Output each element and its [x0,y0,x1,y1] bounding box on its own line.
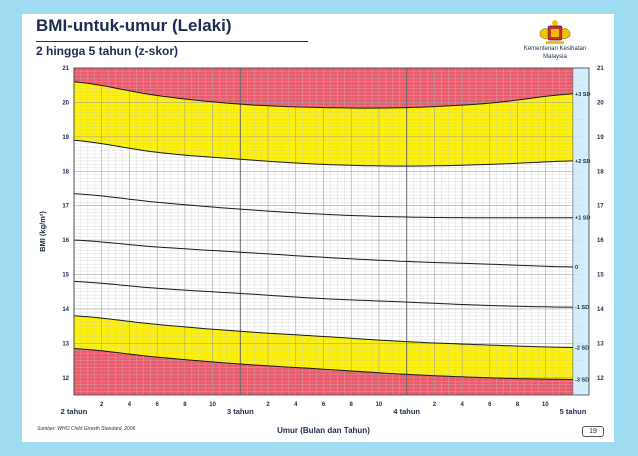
z-score-curve [73,348,574,380]
y-tick-label-left: 19 [62,135,69,141]
x-tick-label-month: 2 [266,402,270,408]
x-tick-label-month: 8 [516,402,520,408]
y-tick-label-left: 14 [62,307,69,313]
z-score-label: +2 SD [575,159,590,165]
x-tick-label-month: 8 [350,402,354,408]
y-tick-label-right: 19 [597,135,604,141]
z-score-label: 0 [575,265,578,271]
z-score-curve [73,239,574,268]
y-tick-label-right: 12 [597,376,604,382]
y-tick-label-right: 18 [597,169,604,175]
z-score-curve [73,193,573,219]
z-score-curve [73,81,574,109]
ministry-name: Kementerian Kesihatan [523,46,587,52]
z-score-curve [73,139,574,167]
z-score-label: -2 SD [575,345,589,351]
y-tick-label-left: 20 [62,100,69,106]
x-tick-label-year: 2 tahun [61,407,88,416]
x-tick-label-month: 10 [376,402,383,408]
x-tick-label-month: 4 [128,402,132,408]
z-score-curve [73,280,574,308]
y-axis-title: BMI (kg/m²) [38,211,47,252]
title-rule [36,41,308,42]
y-tick-label-left: 18 [62,169,69,175]
x-tick-label-month: 6 [488,402,492,408]
page-number: 19 [582,426,604,437]
x-tick-label-year: 5 tahun [560,407,587,416]
y-tick-label-left: 16 [62,238,69,244]
y-tick-label-right: 14 [597,307,604,313]
x-tick-label-month: 2 [433,402,437,408]
y-tick-label-right: 16 [597,238,604,244]
z-score-label: +3 SD [575,92,590,98]
ministry-country: Malaysia [543,54,567,60]
x-axis-title: Umur (Bulan dan Tahun) [277,426,370,435]
z-score-label: -1 SD [575,305,589,311]
y-tick-label-left: 15 [62,273,69,279]
x-tick-label-month: 4 [460,402,464,408]
ministry-crest-icon [539,20,571,44]
y-tick-label-left: 13 [62,341,69,347]
x-tick-label-year: 3 tahun [227,407,254,416]
z-score-label: -3 SD [575,378,589,384]
y-tick-label-right: 17 [597,204,604,210]
chart-subtitle: 2 hingga 5 tahun (z-skor) [36,44,179,58]
chart-title: BMI-untuk-umur (Lelaki) [36,16,232,35]
y-tick-label-left: 12 [62,376,69,382]
z-score-curve [73,315,574,348]
plot-frame [73,67,590,396]
x-tick-label-month: 6 [322,402,326,408]
x-tick-label-month: 6 [155,402,159,408]
x-tick-label-month: 2 [100,402,104,408]
y-tick-label-right: 20 [597,100,604,106]
x-tick-label-month: 4 [294,402,298,408]
x-tick-label-month: 10 [209,402,216,408]
source-note: Sumber: WHO Child Growth Standard, 2006 [37,426,136,432]
y-tick-label-right: 21 [597,66,604,72]
y-tick-label-right: 15 [597,273,604,279]
x-tick-label-year: 4 tahun [393,407,420,416]
x-tick-label-month: 8 [183,402,187,408]
x-tick-label-month: 10 [542,402,549,408]
y-tick-label-left: 17 [62,204,69,210]
y-tick-label-right: 13 [597,341,604,347]
z-score-label: +1 SD [575,216,590,222]
y-tick-label-left: 21 [62,66,69,72]
